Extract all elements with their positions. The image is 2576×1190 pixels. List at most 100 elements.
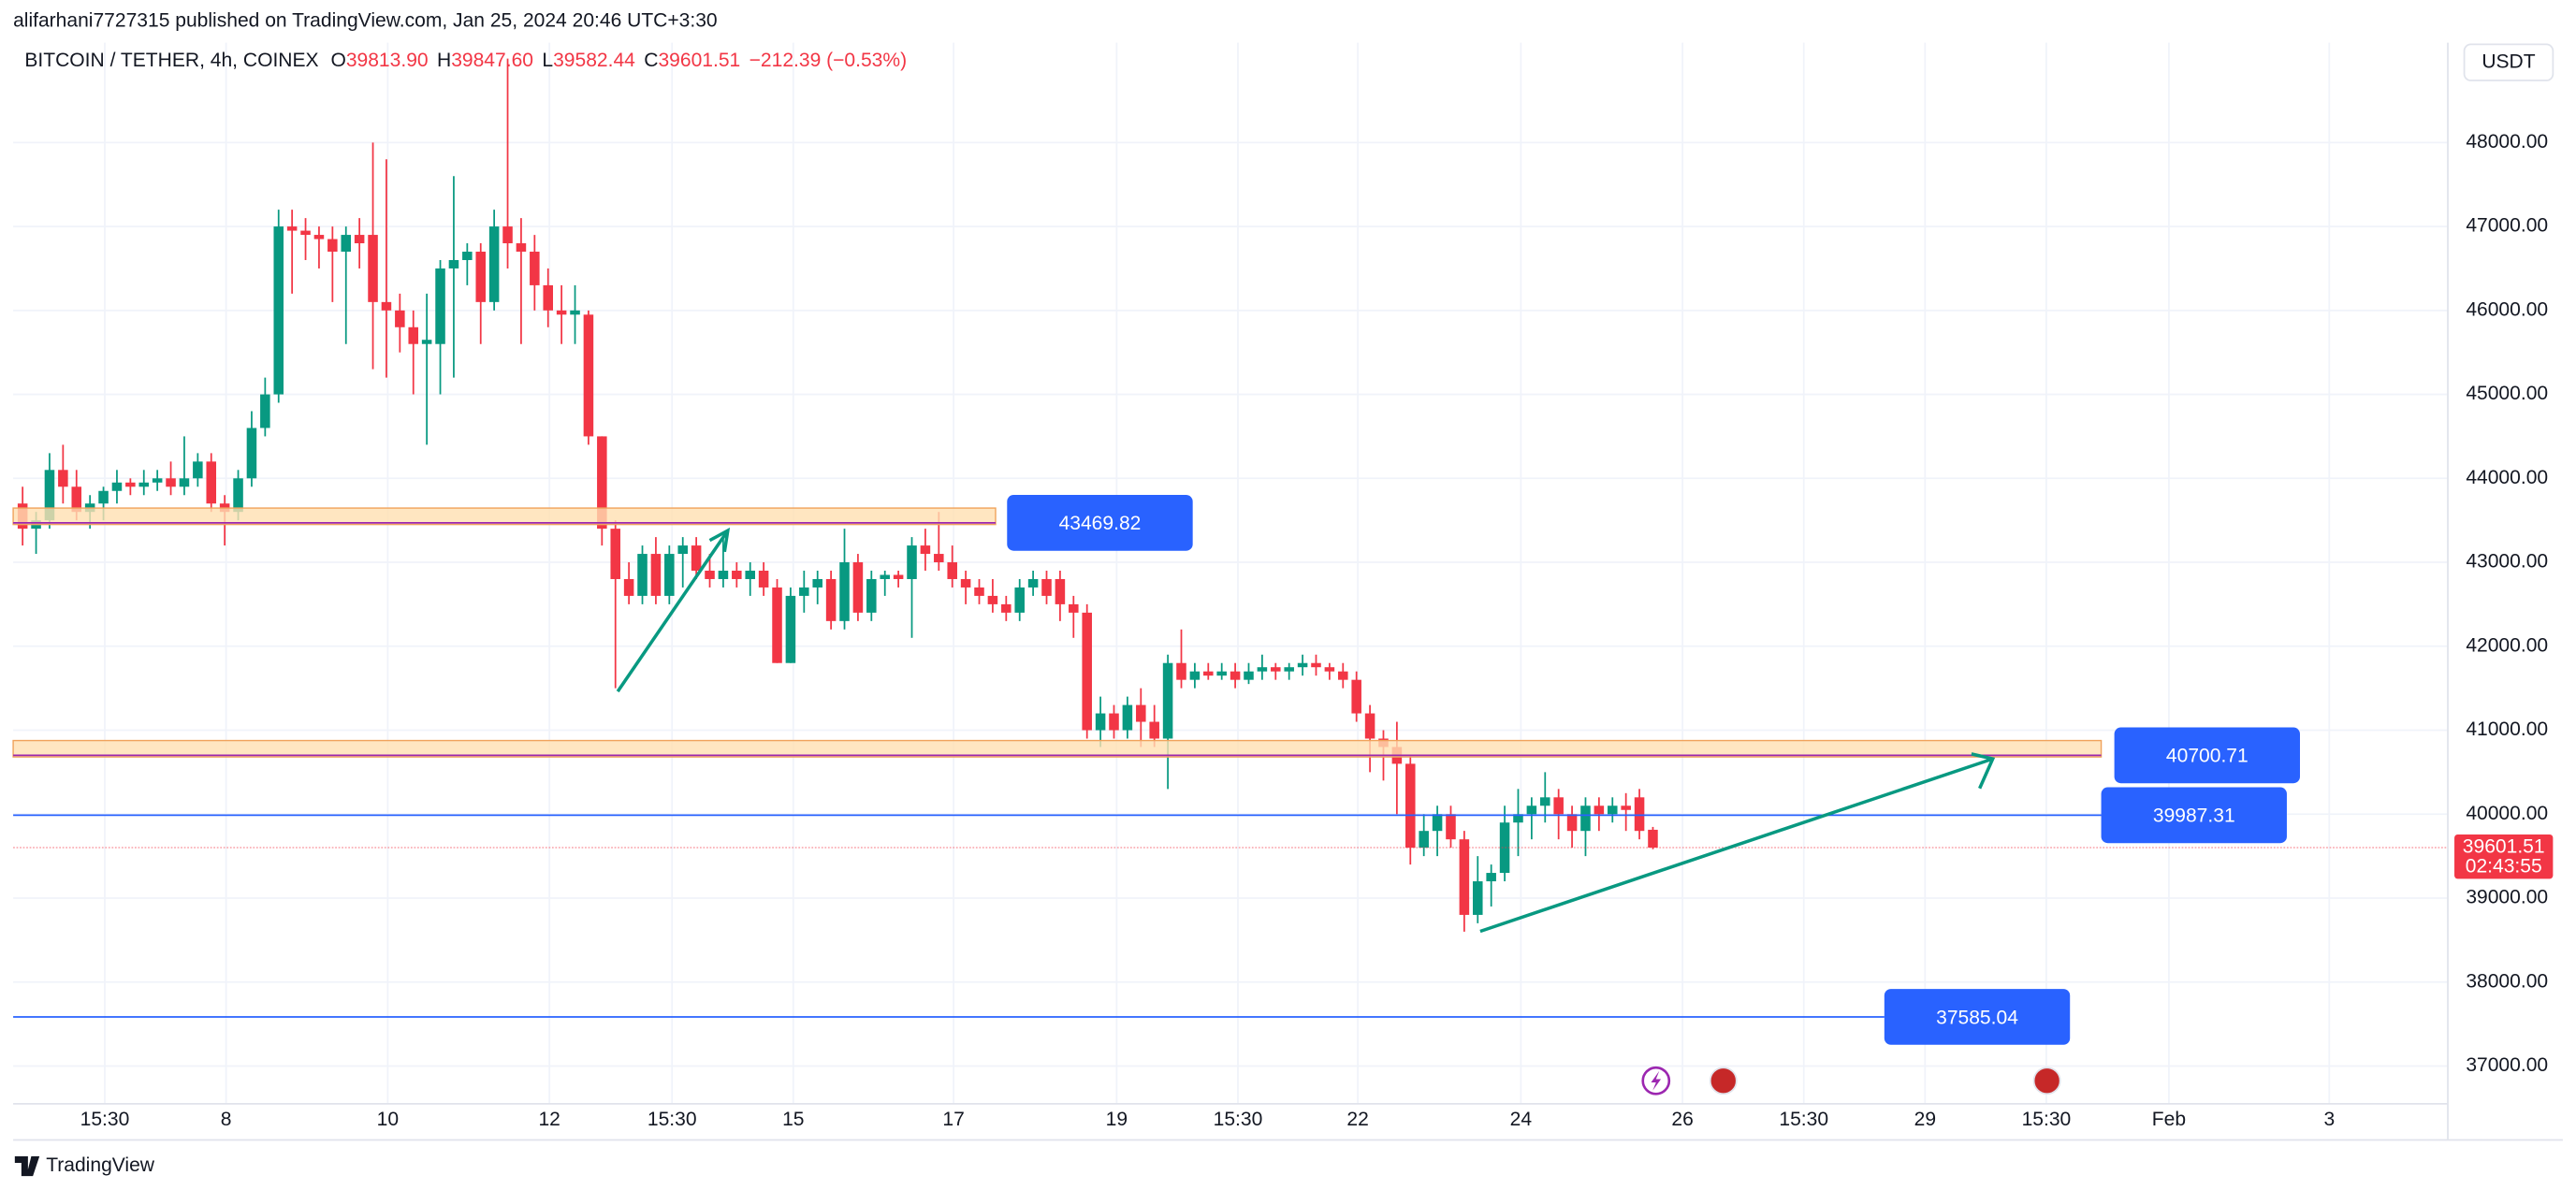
y-tick-label: 40000.00 (2466, 803, 2548, 824)
change: −212.39 (−0.53%) (750, 50, 908, 71)
candle-body (1027, 578, 1039, 588)
plot (17, 58, 1658, 932)
candle-body (1230, 671, 1241, 680)
candle-body (1553, 797, 1564, 815)
candle-body (138, 482, 150, 487)
y-tick-label: 46000.00 (2466, 298, 2548, 320)
publisher: alifarhani7727315 published on TradingVi… (13, 9, 718, 31)
candle-body (772, 587, 782, 663)
x-tick-label: 15:30 (2022, 1109, 2072, 1130)
candle-body (987, 595, 998, 604)
candle-body (1446, 814, 1456, 840)
x-tick-label: 22 (1346, 1109, 1368, 1130)
candle-body (732, 571, 742, 579)
candle-body (1324, 667, 1335, 672)
candle-body (650, 554, 662, 596)
candle-body (260, 394, 270, 428)
x-tick-label: 10 (377, 1109, 399, 1130)
level-label: 39987.31 (2153, 805, 2235, 827)
level-label-box (2101, 787, 2287, 844)
zone (12, 739, 2103, 758)
y-tick-label: 48000.00 (2466, 131, 2548, 152)
event-icon[interactable] (2032, 1067, 2061, 1096)
candle-body (488, 226, 500, 302)
candle-body (880, 574, 890, 579)
x-tick-label: 8 (221, 1109, 232, 1130)
x-tick-label: 15 (782, 1109, 804, 1130)
overlays: 43469.82 40700.71 39987.31 37585.04 (12, 495, 2449, 1045)
candle-body (1149, 721, 1159, 739)
y-tick-label: 44000.00 (2466, 467, 2548, 488)
candle-body (435, 268, 445, 344)
candle-body (583, 314, 594, 437)
candle-body (1055, 578, 1066, 604)
candle-body (1580, 805, 1591, 832)
candle-body (395, 310, 405, 327)
y-tick-label: 41000.00 (2466, 718, 2548, 740)
candle-body (286, 226, 298, 231)
candle-body (691, 545, 702, 572)
candle-body (705, 571, 715, 579)
x-tick-label: 24 (1510, 1109, 1533, 1130)
y-tick-label: 39000.00 (2466, 887, 2548, 908)
countdown: 02:43:55 (2466, 856, 2542, 878)
candle-body (597, 436, 607, 530)
candle-body (1095, 713, 1106, 731)
candle-body (785, 595, 796, 663)
currency-button[interactable] (2463, 43, 2554, 81)
y-tick-label: 42000.00 (2466, 634, 2548, 656)
candle-body (852, 562, 864, 613)
candle-body (1405, 763, 1416, 849)
candle-body (1351, 679, 1361, 714)
candle-body (920, 545, 931, 555)
x-tick-label: 29 (1914, 1109, 1936, 1130)
candle-body (556, 310, 567, 315)
candle-body (1566, 814, 1578, 832)
candle-body (327, 239, 338, 253)
candle-body (152, 478, 163, 483)
x-tick-label: Feb (2152, 1109, 2186, 1130)
candle-body (368, 235, 378, 302)
currency[interactable]: USDT (2481, 51, 2535, 72)
candle-body (206, 461, 217, 504)
candle-body (516, 243, 527, 253)
candle-body (664, 554, 675, 596)
event-icon[interactable] (1709, 1067, 1738, 1096)
x-tick-label: 12 (538, 1109, 560, 1130)
y-tick-label: 38000.00 (2466, 970, 2548, 992)
candle-body (300, 230, 311, 236)
candle-body (974, 587, 984, 596)
arrow (616, 530, 730, 693)
x-tick-label: 15:30 (80, 1109, 130, 1130)
grid (13, 42, 2449, 1104)
ohlc-value: 39582.44 (553, 50, 635, 71)
candle-body (111, 482, 123, 491)
candle-body (381, 301, 392, 311)
candle-body (1608, 805, 1618, 815)
candle-body (1634, 797, 1645, 832)
candle-body (313, 235, 325, 239)
x-tick-label: 19 (1106, 1109, 1128, 1130)
candle-body (758, 571, 769, 588)
x-tick-label: 3 (2323, 1109, 2335, 1130)
candle-body (448, 259, 459, 268)
level-label-box (2114, 727, 2301, 784)
candle-body (530, 252, 540, 285)
candle-body (745, 571, 755, 579)
candle-body (1041, 578, 1052, 596)
y-tick-label: 43000.00 (2466, 551, 2548, 573)
candle-body (1432, 814, 1443, 832)
candle-body (1176, 662, 1186, 680)
candle-body (1513, 814, 1523, 823)
x-tick-label: 15:30 (648, 1109, 697, 1130)
candle-body (341, 235, 352, 253)
candle-body (718, 571, 729, 579)
candle-body (1162, 662, 1173, 739)
candle-body (1459, 839, 1470, 915)
candle-body (1486, 873, 1496, 882)
candle-body (1621, 805, 1631, 810)
candle-body (570, 310, 580, 315)
candle-body (960, 578, 971, 588)
level-label: 37585.04 (1936, 1007, 2018, 1028)
